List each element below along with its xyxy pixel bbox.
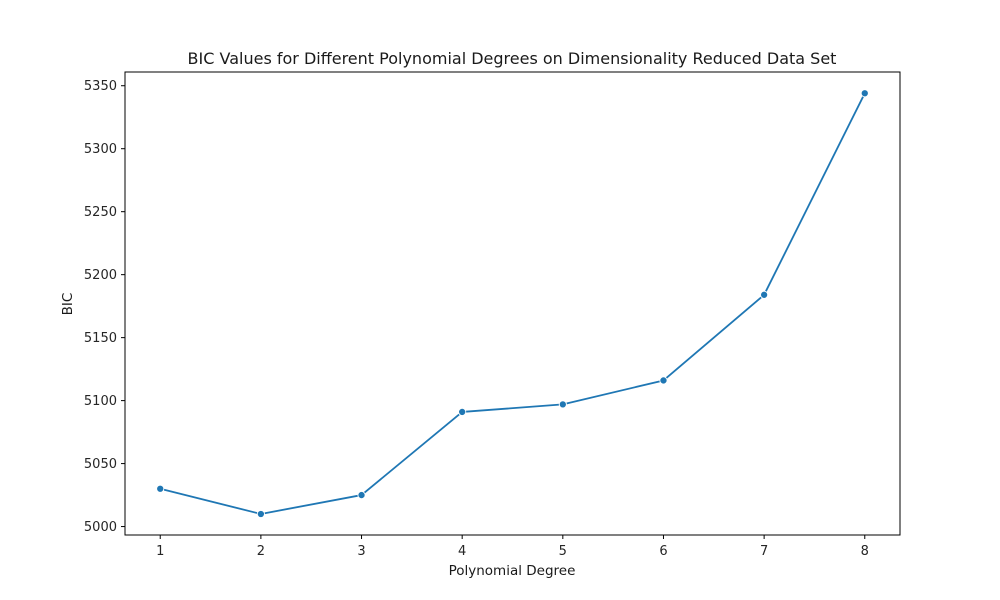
- y-tick-label: 5100: [84, 394, 117, 409]
- bic-series-line: [160, 92, 866, 515]
- x-tick-label: 1: [156, 544, 164, 559]
- data-point-marker: [156, 484, 165, 493]
- x-axis-ticks: 1 2 3 4 5 6 7 8: [156, 535, 869, 559]
- x-tick-label: 4: [458, 544, 466, 559]
- data-point-marker: [760, 290, 769, 299]
- y-axis-label: BIC: [60, 293, 76, 316]
- x-tick-label: 7: [760, 544, 768, 559]
- y-tick-label: 5300: [84, 142, 117, 157]
- data-point-marker: [357, 491, 366, 500]
- x-axis-label: Polynomial Degree: [449, 563, 576, 579]
- y-tick-label: 5150: [84, 331, 117, 346]
- data-point-marker: [558, 400, 567, 409]
- x-tick-label: 2: [257, 544, 265, 559]
- data-point-marker: [860, 89, 869, 98]
- y-tick-label: 5000: [84, 520, 117, 535]
- x-tick-label: 3: [357, 544, 365, 559]
- y-tick-label: 5350: [84, 79, 117, 94]
- data-point-marker: [256, 509, 265, 519]
- x-tick-label: 6: [659, 544, 667, 559]
- y-tick-label: 5200: [84, 268, 117, 283]
- x-tick-label: 8: [861, 544, 869, 559]
- y-tick-label: 5050: [84, 457, 117, 472]
- y-tick-label: 5250: [84, 205, 117, 220]
- y-axis-ticks: 5000 5050 5100 5150 5200 5250 5300 5350: [84, 79, 125, 535]
- data-point-marker: [659, 376, 668, 385]
- plot-frame: [124, 71, 901, 536]
- plot-area: [156, 89, 869, 519]
- x-tick-label: 5: [559, 544, 567, 559]
- data-point-marker: [458, 407, 467, 416]
- chart-title: BIC Values for Different Polynomial Degr…: [188, 49, 837, 68]
